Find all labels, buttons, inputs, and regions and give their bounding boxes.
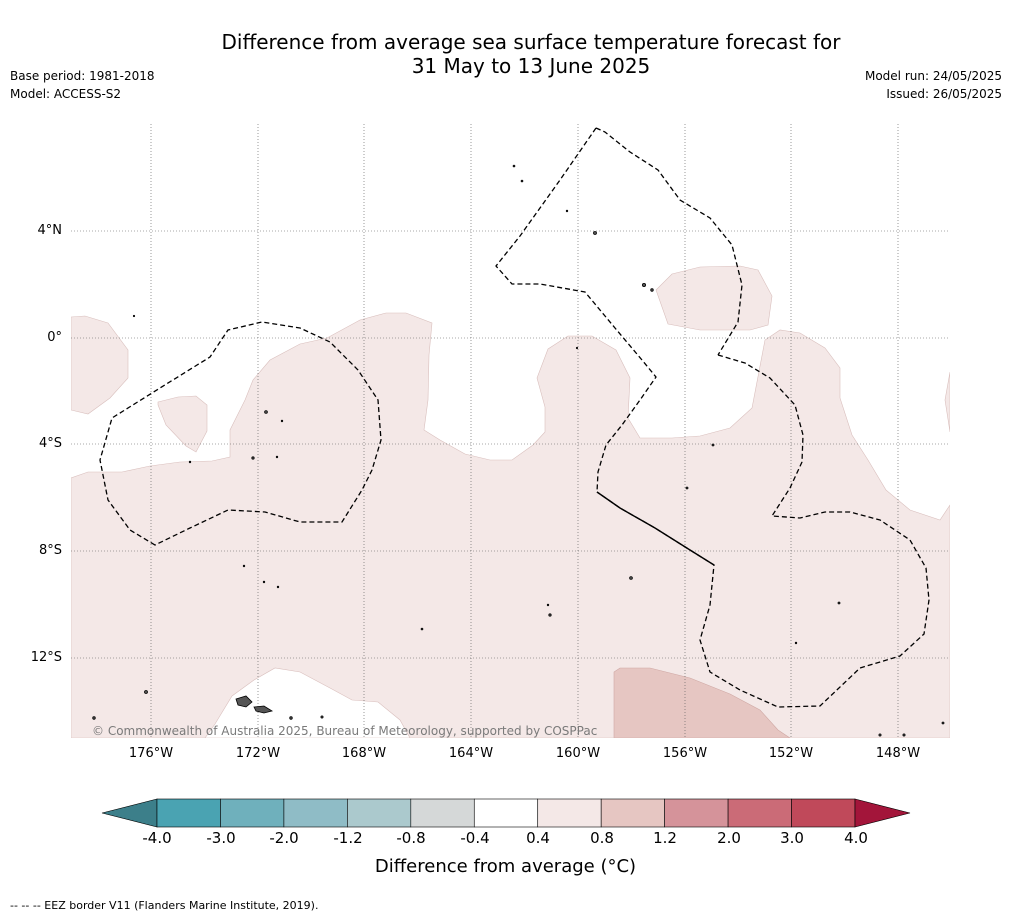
lon-label-176w: 176°W: [128, 746, 174, 761]
colorbar-cell: [727, 798, 792, 828]
map-title: Difference from average sea surface temp…: [0, 30, 1011, 78]
colorbar-tick: 2.0: [717, 829, 741, 847]
lat-label-12s: 12°S: [30, 650, 62, 665]
below-average-patch: [204, 667, 411, 738]
lon-label-148w: 148°W: [875, 746, 921, 761]
model-name: Model: ACCESS-S2: [10, 87, 122, 101]
copyright-notice: © Commonwealth of Australia 2025, Bureau…: [92, 724, 598, 738]
eez-borders: [99, 127, 930, 708]
meta-left: Base period: 1981-2018 Model: ACCESS-S2: [10, 67, 155, 103]
lon-label-152w: 152°W: [768, 746, 814, 761]
island-upolu: [253, 705, 274, 714]
colorbar-cell: [347, 798, 412, 828]
issued-date: Issued: 26/05/2025: [886, 87, 1002, 101]
lon-label-164w: 164°W: [448, 746, 494, 761]
colorbar-tick: -3.0: [206, 829, 236, 847]
colorbar-cell: [664, 798, 729, 828]
model-run: Model run: 24/05/2025: [864, 69, 1002, 83]
colorbar-extend-low: [101, 798, 158, 828]
colorbar-cell: [537, 798, 602, 828]
colorbar-label: Difference from average (°C): [374, 856, 637, 877]
meta-right: Model run: 24/05/2025 Issued: 26/05/2025: [865, 67, 1002, 103]
colorbar-tick: 0.4: [526, 829, 550, 847]
anomaly-fill-0.4-0.8: [71, 265, 950, 738]
lon-label-156w: 156°W: [662, 746, 708, 761]
title-line-2: 31 May to 13 June 2025: [411, 54, 651, 78]
colorbar-tick: 3.0: [780, 829, 804, 847]
eez-border-east: [596, 354, 930, 708]
title-line-1: Difference from average sea surface temp…: [221, 30, 841, 54]
colorbar-tick: -2.0: [269, 829, 299, 847]
colorbar-tick: 4.0: [844, 829, 868, 847]
colorbar-cell: [283, 798, 348, 828]
colorbar-tick: -0.4: [460, 829, 490, 847]
colorbar-tick: 1.2: [653, 829, 677, 847]
colorbar-tick: 0.8: [590, 829, 614, 847]
colorbar-extend-high: [854, 798, 911, 828]
eez-border-central: [495, 127, 657, 493]
colorbar-cell: [600, 798, 665, 828]
map-plot-area: [71, 124, 950, 738]
colorbar-cell: [473, 798, 539, 828]
colorbar-cell: [220, 798, 285, 828]
colorbar-tick: -1.2: [333, 829, 363, 847]
graticule: [71, 124, 950, 738]
lat-label-4s: 4°S: [38, 436, 62, 451]
lon-label-172w: 172°W: [235, 746, 281, 761]
lon-label-160w: 160°W: [555, 746, 601, 761]
lat-label-4n: 4°N: [37, 223, 63, 238]
colorbar-tick: -4.0: [142, 829, 172, 847]
colorbar: [101, 798, 911, 828]
lat-label-8s: 8°S: [38, 543, 62, 558]
lat-label-0: 0°: [47, 330, 62, 345]
colorbar-cells: [156, 798, 856, 828]
eez-border-north: [595, 127, 743, 356]
anomaly-fill-0.8-1.2: [613, 667, 791, 738]
islands: [92, 164, 945, 737]
lon-label-168w: 168°W: [341, 746, 387, 761]
colorbar-cell: [156, 798, 221, 828]
island-savaii: [235, 695, 253, 708]
eez-border-solid-segment: [596, 491, 715, 566]
colorbar-cell: [410, 798, 475, 828]
colorbar-tick: -0.8: [396, 829, 426, 847]
base-period: Base period: 1981-2018: [10, 69, 155, 83]
eez-border-west: [99, 321, 382, 546]
eez-legend-note: -- -- -- EEZ border V11 (Flanders Marine…: [10, 899, 319, 912]
colorbar-cell: [791, 798, 856, 828]
